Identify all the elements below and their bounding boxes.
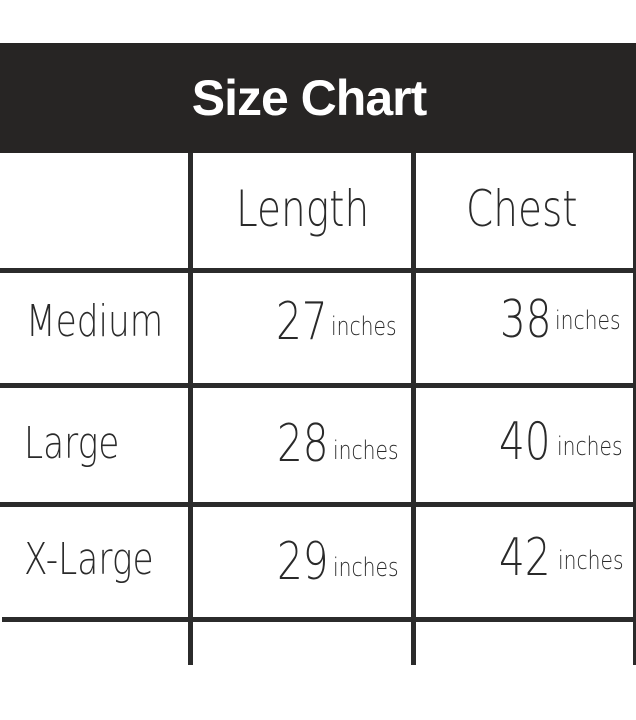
column-header-chest: Chest (466, 180, 578, 238)
grid-line (411, 153, 416, 665)
chest-unit: inches (555, 306, 621, 336)
grid-line (0, 268, 636, 273)
grid-line (2, 617, 636, 622)
length-unit: inches (333, 553, 399, 583)
chest-value: 38 (500, 290, 552, 350)
chest-unit: inches (558, 546, 624, 576)
size-chart-title: Size Chart (191, 70, 428, 126)
grid-line (0, 383, 636, 388)
size-chart-header: Size Chart (0, 43, 636, 153)
size-label: Medium (26, 296, 164, 347)
grid-line (188, 153, 193, 665)
size-label: X-Large (24, 534, 154, 585)
grid-line (0, 502, 636, 507)
length-unit: inches (333, 436, 399, 466)
column-header-length: Length (236, 180, 370, 238)
chest-value: 42 (499, 528, 551, 588)
length-value: 27 (276, 292, 328, 352)
size-label: Large (24, 418, 120, 469)
length-unit: inches (331, 312, 397, 342)
length-value: 29 (277, 532, 329, 592)
chest-unit: inches (557, 432, 623, 462)
length-value: 28 (277, 414, 329, 474)
chest-value: 40 (499, 412, 551, 472)
grid-line (633, 153, 636, 665)
